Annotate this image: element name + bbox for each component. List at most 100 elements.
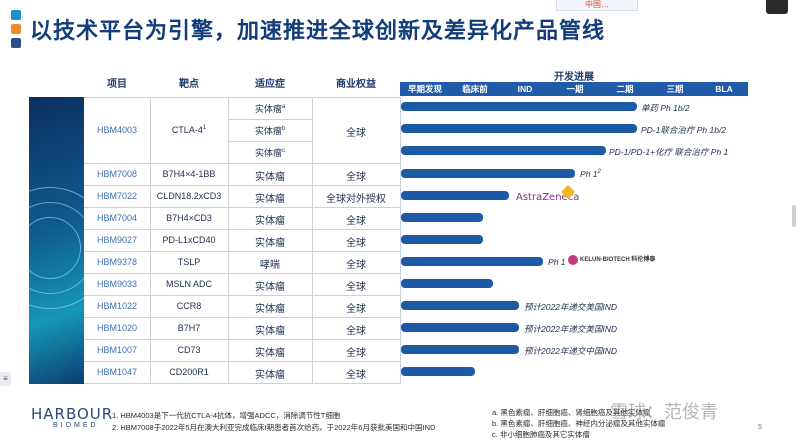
progress-bar xyxy=(401,169,575,178)
project-name: HBM1022 xyxy=(96,301,138,311)
indication-cell: 实体瘤c xyxy=(254,148,285,158)
progress-bar xyxy=(401,213,483,222)
indication-cell: 实体瘤 xyxy=(255,282,285,293)
indication-cell: 实体瘤b xyxy=(254,126,286,136)
footnote-letter: c. 非小细胞肺癌及其它实体瘤 xyxy=(492,430,590,439)
indication-cell: 实体瘤 xyxy=(255,172,285,183)
progress-bar xyxy=(401,124,637,133)
progress-note: PD-1/PD-1+化疗 联合治疗 Ph 1 xyxy=(609,147,729,157)
stage-label: IND xyxy=(517,84,533,94)
progress-note: 预计2022年递交美国IND xyxy=(524,324,618,334)
progress-bar xyxy=(401,345,519,354)
stage-label: 早期发现 xyxy=(407,84,442,94)
accent-square-orange xyxy=(11,24,21,34)
rights-cell: 全球对外授权 xyxy=(326,194,386,205)
progress-bar xyxy=(401,102,637,111)
indication-cell: 实体瘤 xyxy=(255,370,285,381)
partner-logo-astrazeneca: AstraZeneca xyxy=(516,192,580,203)
accent-square-navy xyxy=(11,38,21,48)
col-header-project: 项目 xyxy=(107,79,127,90)
menu-icon[interactable]: ≡ xyxy=(0,372,11,386)
brand-logo-sub: BIOMED xyxy=(53,422,99,429)
footnote-letter: b. 黑色素瘤、肝细胞癌、神经内分泌瘤及其他实体瘤 xyxy=(492,419,666,428)
col-header-indication: 适应症 xyxy=(255,79,285,90)
target-cell: CD73 xyxy=(177,345,201,355)
target-cell: TSLP xyxy=(177,257,201,267)
project-name: HBM9378 xyxy=(96,257,138,267)
rights-cell: 全球 xyxy=(346,216,366,227)
progress-note: 预计2022年递交中国IND xyxy=(524,346,618,356)
project-name: HBM7008 xyxy=(96,169,138,179)
rights-cell: 全球 xyxy=(346,370,366,381)
stage-label: BLA xyxy=(715,84,733,94)
indication-cell: 实体瘤 xyxy=(255,304,285,315)
target-cell: B7H4×4-1BB xyxy=(162,169,216,179)
project-name: HBM9033 xyxy=(96,279,138,289)
rights-cell: 全球 xyxy=(346,348,366,359)
stage-label: 一期 xyxy=(566,84,584,94)
target-cell: B7H4×CD3 xyxy=(166,213,212,223)
progress-note: PD-1联合治疗 Ph 1b/2 xyxy=(641,125,727,135)
indication-cell: 实体瘤 xyxy=(255,238,285,249)
progress-bar xyxy=(401,367,475,376)
indication-cell: 哮喘 xyxy=(260,260,280,271)
progress-bar xyxy=(401,257,543,266)
stage-header-bar: 早期发现 临床前 IND 一期 二期 三期 BLA xyxy=(400,82,748,96)
target-cell: B7H7 xyxy=(177,323,201,333)
target-cell: MSLN ADC xyxy=(165,279,212,289)
target-cell: PD-L1xCD40 xyxy=(162,235,216,245)
rights-cell: 全球 xyxy=(346,172,366,183)
rights-cell: 全球 xyxy=(346,260,366,271)
project-name: HBM1020 xyxy=(96,323,138,333)
indication-cell: 实体瘤 xyxy=(255,194,285,205)
kelun-logo-icon xyxy=(568,255,578,265)
rights-cell: 全球 xyxy=(346,282,366,293)
rights-cell: 全球 xyxy=(346,304,366,315)
progress-bar xyxy=(401,301,519,310)
target-cell: CLDN18.2xCD3 xyxy=(156,191,222,201)
col-header-target: 靶点 xyxy=(179,79,199,90)
rights-cell: 全球 xyxy=(346,326,366,337)
top-logo: 中国… xyxy=(556,0,638,11)
partner-logo-kelun: KELUN-BIOTECH 科伦博泰 xyxy=(568,255,655,265)
project-name: HBM9027 xyxy=(96,235,138,245)
indication-cell: 实体瘤 xyxy=(255,348,285,359)
target-cell: CCR8 xyxy=(176,301,202,311)
stage-label: 临床前 xyxy=(462,84,488,94)
target-cell: CTLA-41 xyxy=(171,125,207,135)
scrollbar-thumb[interactable] xyxy=(792,205,796,227)
indication-cell: 实体瘤a xyxy=(254,104,286,114)
progress-note: 预计2022年递交美国IND xyxy=(524,302,618,312)
decorative-panel xyxy=(29,97,84,384)
progress-note: Ph 1 xyxy=(548,257,566,267)
progress-bar xyxy=(401,235,483,244)
project-name: HBM7022 xyxy=(96,191,138,201)
progress-title: 开发进展 xyxy=(554,72,594,83)
stage-label: 二期 xyxy=(616,84,634,94)
indication-cell: 实体瘤 xyxy=(255,326,285,337)
stage-label: 三期 xyxy=(666,84,684,94)
rights-cell: 全球 xyxy=(346,238,366,249)
project-name: HBM7004 xyxy=(96,213,138,223)
watermark: 雪球：范俊青 xyxy=(610,402,718,422)
progress-note: 单药 Ph 1b/2 xyxy=(641,103,690,113)
progress-bar xyxy=(401,191,509,200)
brand-logo: HARBOUR xyxy=(31,405,114,423)
project-name: HBM4003 xyxy=(96,125,138,135)
camera-overlay xyxy=(766,0,788,14)
footnote: 2. HBM7008于2022年5月在澳大利亚完成临床I期患者首次给药，于202… xyxy=(112,423,436,432)
project-name: HBM1007 xyxy=(96,345,138,355)
project-name: HBM1047 xyxy=(96,367,138,377)
progress-bar xyxy=(401,323,519,332)
col-header-rights: 商业权益 xyxy=(336,79,376,90)
footnote-letter: a. 黑色素瘤、肝细胞癌、肾细胞癌及其他实体瘤 xyxy=(492,408,651,417)
accent-square-blue xyxy=(11,10,21,20)
page-number: 5 xyxy=(758,424,762,431)
progress-note: Ph 12 xyxy=(580,169,601,179)
indication-cell: 实体瘤 xyxy=(255,216,285,227)
footnote: 1. HBM4003是下一代抗CTLA-4抗体，增强ADCC，消除调节性T细胞 xyxy=(112,411,341,420)
target-cell: CD200R1 xyxy=(169,367,209,377)
progress-bar xyxy=(401,146,606,155)
rights-cell: 全球 xyxy=(346,128,366,139)
page-title: 以技术平台为引擎，加速推进全球创新及差异化产品管线 xyxy=(30,19,606,44)
